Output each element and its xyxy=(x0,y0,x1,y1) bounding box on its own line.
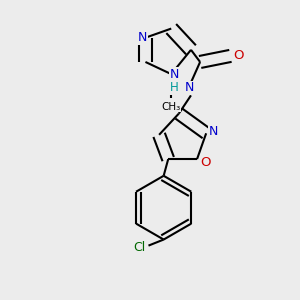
Text: CH₃: CH₃ xyxy=(162,102,181,112)
Text: H: H xyxy=(170,81,179,94)
Text: N: N xyxy=(169,68,179,81)
Text: Cl: Cl xyxy=(133,241,145,254)
Text: O: O xyxy=(233,50,243,62)
Text: N: N xyxy=(185,81,194,94)
Text: N: N xyxy=(209,125,218,138)
Text: O: O xyxy=(200,156,211,169)
Text: N: N xyxy=(138,31,147,44)
